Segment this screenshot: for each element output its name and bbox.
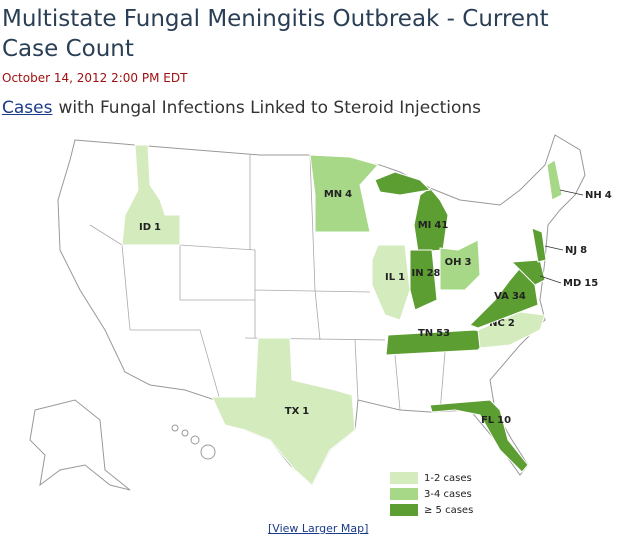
leader-line xyxy=(539,275,562,284)
state-label: NH 4 xyxy=(585,190,612,201)
state-label: IL 1 xyxy=(385,272,405,283)
subtitle: Cases with Fungal Infections Linked to St… xyxy=(2,98,481,118)
state-abbr: ID xyxy=(139,222,151,233)
leader-line xyxy=(544,245,564,251)
subtitle-text: with Fungal Infections Linked to Steroid… xyxy=(58,98,481,118)
state-abbr: IN xyxy=(411,268,423,279)
state-abbr: MI xyxy=(418,220,432,231)
state-label: NC 2 xyxy=(489,318,515,329)
title: Multistate Fungal Meningitis Outbreak - … xyxy=(2,6,549,62)
state xyxy=(429,399,529,473)
state-abbr: MN xyxy=(324,189,342,200)
view-larger-map[interactable]: [View Larger Map] xyxy=(268,522,369,535)
state-cases: 3 xyxy=(464,257,471,268)
state-label: TN 53 xyxy=(418,328,450,339)
state-abbr: TX xyxy=(285,406,300,417)
state-label: VA 34 xyxy=(494,291,526,302)
state-cases: 8 xyxy=(580,245,587,256)
state xyxy=(413,187,449,253)
state-cases: 53 xyxy=(436,328,450,339)
legend-swatch xyxy=(390,488,418,500)
state-label: TX 1 xyxy=(285,406,310,417)
state-cases: 10 xyxy=(497,415,511,426)
state xyxy=(121,144,181,246)
state-cases: 2 xyxy=(508,318,515,329)
state-cases: 28 xyxy=(427,268,441,279)
date: October 14, 2012 2:00 PM EDT xyxy=(2,71,188,85)
state-abbr: NH xyxy=(585,190,602,201)
legend-swatch xyxy=(390,472,418,484)
state-abbr: VA xyxy=(494,291,509,302)
legend-swatch xyxy=(390,504,418,516)
state-abbr: NJ xyxy=(565,245,577,256)
state-label: OH 3 xyxy=(445,257,472,268)
legend-label: 1-2 cases xyxy=(424,473,472,484)
state-abbr: MD xyxy=(563,278,581,289)
state xyxy=(531,227,547,263)
state-label: ID 1 xyxy=(139,222,161,233)
state-cases: 15 xyxy=(584,278,598,289)
state-cases: 4 xyxy=(345,189,352,200)
state-cases: 4 xyxy=(605,190,612,201)
state-label: MI 41 xyxy=(418,220,449,231)
state xyxy=(546,159,563,201)
alaska xyxy=(29,399,131,491)
state-borders xyxy=(89,154,446,413)
state-label: MD 15 xyxy=(563,278,598,289)
state-abbr: IL xyxy=(385,272,396,283)
state xyxy=(510,259,546,286)
state-cases: 1 xyxy=(154,222,161,233)
state-cases: 41 xyxy=(434,220,448,231)
state xyxy=(439,239,481,291)
state-abbr: FL xyxy=(481,415,495,426)
state xyxy=(374,171,432,196)
legend-label: ≥ 5 cases xyxy=(424,505,473,516)
state-cases: 1 xyxy=(398,272,405,283)
state xyxy=(309,154,379,233)
hawaii xyxy=(171,424,216,460)
state-label: NJ 8 xyxy=(565,245,587,256)
legend-label: 3-4 cases xyxy=(424,489,472,500)
state-cases: 1 xyxy=(302,406,309,417)
state-abbr: OH xyxy=(445,257,462,268)
state-abbr: TN xyxy=(418,328,433,339)
state xyxy=(371,244,411,321)
state-label: IN 28 xyxy=(411,268,440,279)
state-label: MN 4 xyxy=(324,189,352,200)
state xyxy=(211,337,356,486)
leader-line xyxy=(559,189,584,196)
cases-link[interactable]: Cases xyxy=(2,98,53,118)
state-label: FL 10 xyxy=(481,415,511,426)
state-cases: 34 xyxy=(512,291,526,302)
state xyxy=(409,249,438,311)
state-abbr: NC xyxy=(489,318,505,329)
